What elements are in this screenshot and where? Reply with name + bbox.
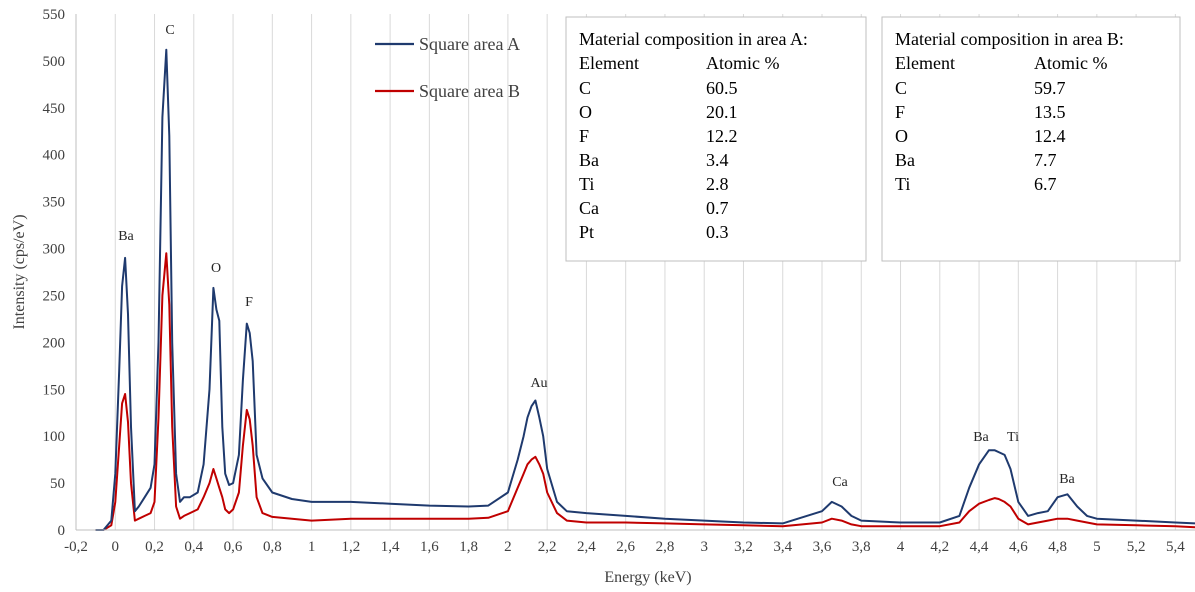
- table-b-frame: [881, 16, 1181, 262]
- y-tick-label: 50: [50, 476, 65, 492]
- x-tick-label: 1,2: [341, 539, 360, 555]
- y-tick-label: 500: [43, 54, 66, 70]
- table-b-row-element: O: [895, 126, 908, 146]
- y-tick-label: 250: [43, 288, 66, 304]
- y-tick-label: 300: [43, 242, 66, 258]
- y-tick-label: 350: [43, 195, 66, 211]
- x-axis-title: Energy (keV): [604, 569, 691, 586]
- x-tick-label: 2,6: [616, 539, 635, 555]
- x-tick-label: 1,4: [381, 539, 400, 555]
- x-tick-label: 5,4: [1166, 539, 1185, 555]
- table-b-col-element: Element: [895, 53, 955, 73]
- y-tick-label: 200: [43, 335, 66, 351]
- x-tick-label: 4,6: [1009, 539, 1028, 555]
- table-a-row-element: Pt: [579, 222, 594, 242]
- x-tick-label: 0: [112, 539, 120, 555]
- peak-label-o: O: [211, 261, 221, 276]
- axes: [75, 14, 1195, 531]
- peak-label-ti: Ti: [1007, 430, 1019, 445]
- table-b-row-value: 12.4: [1034, 126, 1066, 146]
- x-tick-label: 3: [700, 539, 708, 555]
- table-b-row-element: Ba: [895, 150, 915, 170]
- peak-label-ca: Ca: [832, 475, 848, 490]
- legend-label-b: Square area B: [419, 81, 520, 101]
- table-a-col-atomic: Atomic %: [706, 53, 780, 73]
- legend: Square area A Square area B: [375, 34, 520, 101]
- y-tick-label: 400: [43, 148, 66, 164]
- x-tick-label: 4,8: [1048, 539, 1067, 555]
- y-tick-label: 550: [43, 7, 66, 23]
- peak-label-au: Au: [530, 376, 547, 391]
- table-a-row-value: 20.1: [706, 102, 738, 122]
- x-tick-label: 4: [897, 539, 905, 555]
- table-a-row-value: 12.2: [706, 126, 738, 146]
- y-tick-label: 450: [43, 101, 66, 117]
- x-tick-label: 2: [504, 539, 512, 555]
- table-b-col-atomic: Atomic %: [1034, 53, 1108, 73]
- peak-label-ba-2: Ba: [973, 430, 989, 445]
- table-a-row-value: 0.3: [706, 222, 729, 242]
- table-b-row-value: 6.7: [1034, 174, 1057, 194]
- x-tick-label: 3,6: [813, 539, 832, 555]
- table-a-row-element: O: [579, 102, 592, 122]
- composition-table-a: Material composition in area A: Element …: [565, 16, 867, 262]
- series-line-area-b: [95, 252, 1195, 531]
- x-tick-label: 2,2: [538, 539, 557, 555]
- table-a-row-element: Ba: [579, 150, 599, 170]
- table-b-row-element: C: [895, 78, 907, 98]
- x-tick-label: 3,8: [852, 539, 871, 555]
- x-tick-label: 0,6: [224, 539, 243, 555]
- table-a-row-element: Ca: [579, 198, 599, 218]
- peak-label-f: F: [245, 295, 253, 310]
- peak-labels: Ba C O F Au Ca Ba Ti Ba: [118, 23, 1075, 490]
- table-b-row-value: 59.7: [1034, 78, 1066, 98]
- table-a-row-value: 0.7: [706, 198, 729, 218]
- x-tick-label: 1: [308, 539, 316, 555]
- y-tick-labels: 0 50 100 150 200 250 300 350 400 450 500 550: [43, 7, 66, 539]
- x-tick-label: 0,2: [145, 539, 164, 555]
- legend-label-a: Square area A: [419, 34, 520, 54]
- table-a-row-element: Ti: [579, 174, 594, 194]
- x-tick-label: 5: [1093, 539, 1101, 555]
- x-tick-label: 2,8: [656, 539, 675, 555]
- table-a-row-element: C: [579, 78, 591, 98]
- gridlines: [114, 14, 1176, 530]
- x-tick-labels: -0,2 0 0,2 0,4 0,6 0,8 1 1,2 1,4 1,6 1,8 2 2,2 2,4 2,6…: [64, 539, 1185, 555]
- peak-label-c: C: [165, 23, 174, 38]
- x-tick-label: 2,4: [577, 539, 596, 555]
- x-tick-label: 0,8: [263, 539, 282, 555]
- x-tick-label: 4,2: [930, 539, 949, 555]
- y-tick-label: 150: [43, 382, 66, 398]
- table-b-row-value: 7.7: [1034, 150, 1057, 170]
- x-tick-label: 3,2: [734, 539, 753, 555]
- y-axis-title: Intensity (cps/eV): [11, 214, 28, 329]
- table-a-col-element: Element: [579, 53, 639, 73]
- x-tick-label: 5,2: [1127, 539, 1146, 555]
- table-b-title: Material composition in area B:: [895, 29, 1124, 49]
- table-a-row-element: F: [579, 126, 589, 146]
- x-tick-label: 1,6: [420, 539, 439, 555]
- series-line-area-a: [95, 48, 1195, 531]
- peak-label-ba-3: Ba: [1059, 472, 1075, 487]
- y-tick-label: 0: [58, 523, 66, 539]
- x-tick-label: 3,4: [773, 539, 792, 555]
- table-b-row-element: F: [895, 102, 905, 122]
- table-a-frame: [565, 16, 867, 262]
- table-b-row-value: 13.5: [1034, 102, 1066, 122]
- table-a-row-value: 60.5: [706, 78, 738, 98]
- composition-table-b: Material composition in area B: Element …: [881, 16, 1181, 262]
- x-tick-label: 4,4: [970, 539, 989, 555]
- y-tick-label: 100: [43, 429, 66, 445]
- table-a-title: Material composition in area A:: [579, 29, 808, 49]
- peak-label-ba-1: Ba: [118, 229, 134, 244]
- table-a-row-value: 2.8: [706, 174, 729, 194]
- series-layer: [95, 48, 1195, 531]
- x-tick-label: -0,2: [64, 539, 88, 555]
- table-b-row-element: Ti: [895, 174, 910, 194]
- x-tick-label: 1,8: [459, 539, 478, 555]
- x-tick-label: 0,4: [184, 539, 203, 555]
- table-a-row-value: 3.4: [706, 150, 729, 170]
